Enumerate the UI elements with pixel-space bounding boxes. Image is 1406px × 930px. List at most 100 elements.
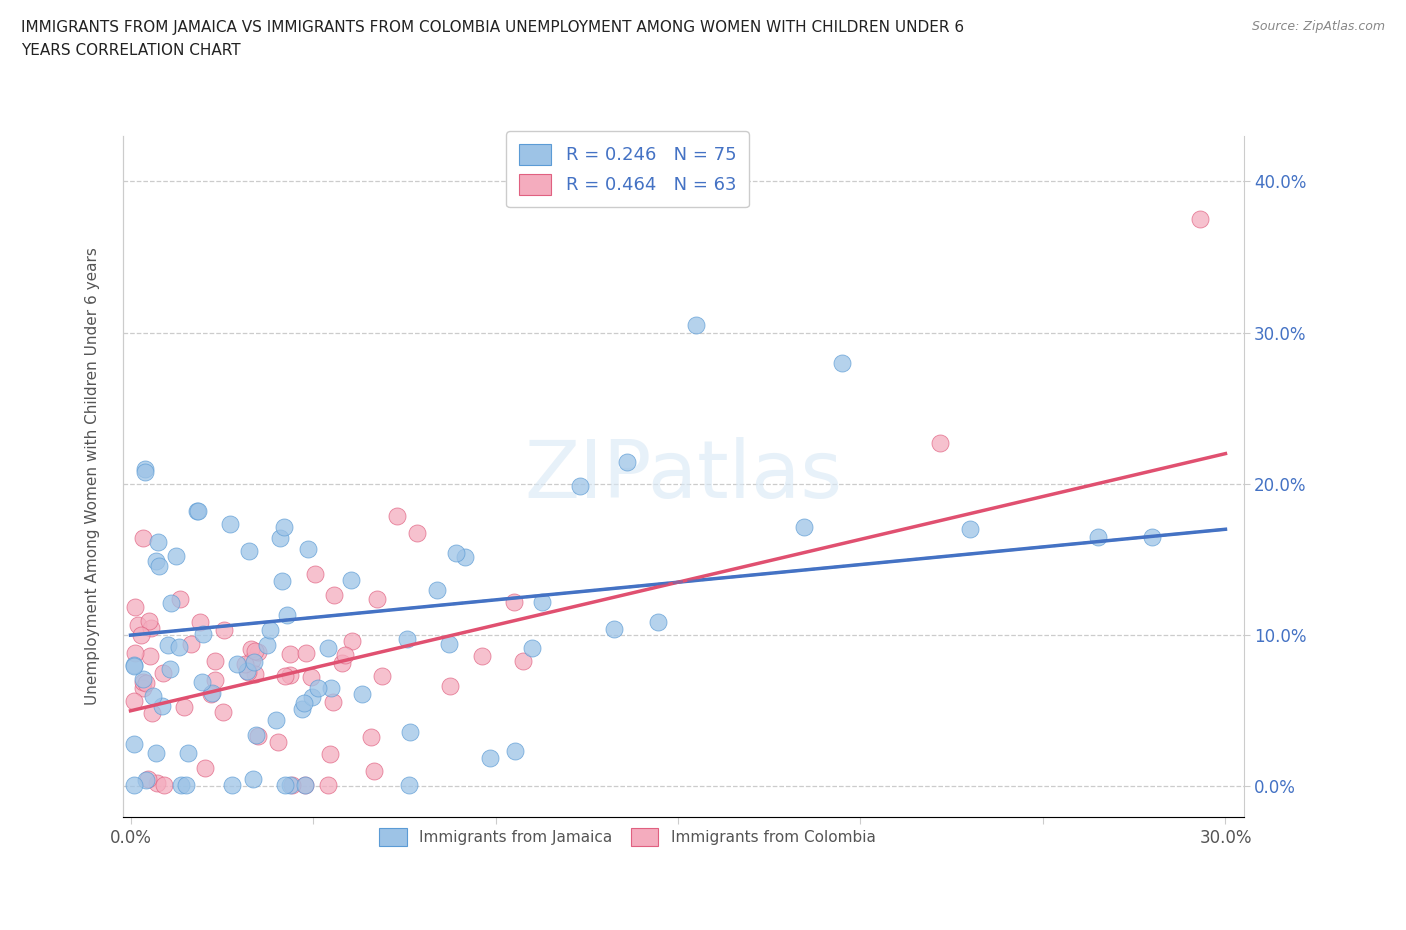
Point <box>134 465 156 480</box>
Point <box>246 729 269 744</box>
Point <box>165 548 187 563</box>
Point <box>174 777 197 792</box>
Point <box>146 776 169 790</box>
Point <box>264 712 287 727</box>
Point <box>297 541 319 556</box>
Point <box>316 777 339 792</box>
Point <box>233 657 256 671</box>
Point <box>122 737 145 751</box>
Point <box>366 591 388 606</box>
Point <box>145 746 167 761</box>
Text: IMMIGRANTS FROM JAMAICA VS IMMIGRANTS FROM COLOMBIA UNEMPLOYMENT AMONG WOMEN WIT: IMMIGRANTS FROM JAMAICA VS IMMIGRANTS FR… <box>21 20 965 58</box>
Point <box>512 654 534 669</box>
Point <box>273 777 295 792</box>
Point <box>190 674 212 689</box>
Point <box>647 614 669 629</box>
Point <box>159 662 181 677</box>
Point <box>127 618 149 632</box>
Point <box>170 777 193 792</box>
Point <box>173 699 195 714</box>
Point <box>138 614 160 629</box>
Point <box>273 519 295 534</box>
Point <box>221 777 243 792</box>
Point <box>568 479 591 494</box>
Point <box>399 724 422 739</box>
Point <box>212 622 235 637</box>
Point <box>160 596 183 611</box>
Point <box>503 744 526 759</box>
Point <box>240 652 263 667</box>
Point <box>188 614 211 629</box>
Point <box>186 504 208 519</box>
Point <box>256 638 278 653</box>
Point <box>200 686 222 701</box>
Point <box>437 636 460 651</box>
Point <box>169 591 191 606</box>
Point <box>363 764 385 778</box>
Point <box>453 550 475 565</box>
Point <box>831 355 853 370</box>
Point <box>135 773 157 788</box>
Point <box>131 674 153 689</box>
Point <box>316 641 339 656</box>
Point <box>124 599 146 614</box>
Point <box>295 646 318 661</box>
Point <box>177 746 200 761</box>
Point <box>218 516 240 531</box>
Point <box>280 777 302 792</box>
Point <box>603 622 626 637</box>
Point <box>204 654 226 669</box>
Point <box>204 672 226 687</box>
Point <box>247 644 270 659</box>
Point <box>426 583 449 598</box>
Point <box>141 705 163 720</box>
Point <box>132 671 155 686</box>
Point <box>387 509 409 524</box>
Point <box>291 701 314 716</box>
Point <box>211 705 233 720</box>
Point <box>242 772 264 787</box>
Point <box>238 544 260 559</box>
Point <box>271 574 294 589</box>
Point <box>304 566 326 581</box>
Point <box>1142 529 1164 544</box>
Text: ZIPatlas: ZIPatlas <box>524 437 842 515</box>
Point <box>793 520 815 535</box>
Point <box>139 620 162 635</box>
Point <box>270 530 292 545</box>
Point <box>342 634 364 649</box>
Point <box>124 645 146 660</box>
Point <box>350 687 373 702</box>
Legend: Immigrants from Jamaica, Immigrants from Colombia: Immigrants from Jamaica, Immigrants from… <box>368 817 886 857</box>
Point <box>299 670 322 684</box>
Point <box>1188 212 1211 227</box>
Point <box>502 595 524 610</box>
Point <box>439 679 461 694</box>
Point <box>240 642 263 657</box>
Point <box>145 553 167 568</box>
Point <box>406 525 429 540</box>
Point <box>294 777 316 792</box>
Point <box>135 676 157 691</box>
Point <box>395 631 418 646</box>
Point <box>134 461 156 476</box>
Point <box>959 522 981 537</box>
Point <box>141 688 163 703</box>
Point <box>522 641 544 656</box>
Point <box>322 588 344 603</box>
Point <box>146 535 169 550</box>
Point <box>301 690 323 705</box>
Point <box>360 730 382 745</box>
Point <box>274 669 297 684</box>
Point <box>278 646 301 661</box>
Point <box>276 607 298 622</box>
Point <box>180 636 202 651</box>
Point <box>156 638 179 653</box>
Point <box>319 681 342 696</box>
Point <box>278 777 301 792</box>
Point <box>167 640 190 655</box>
Point <box>319 747 342 762</box>
Point <box>201 685 224 700</box>
Point <box>226 656 249 671</box>
Point <box>928 435 950 450</box>
